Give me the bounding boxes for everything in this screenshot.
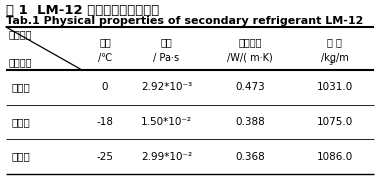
Text: 0: 0 [102,82,108,92]
Text: 表 1  LM-12 型载冷剂物性参数表: 表 1 LM-12 型载冷剂物性参数表 [6,4,159,17]
Text: 0.473: 0.473 [235,82,265,92]
Text: -25: -25 [97,152,113,162]
Text: /W/( m·K): /W/( m·K) [227,53,273,63]
Text: 冷藏库: 冷藏库 [11,117,30,127]
Text: 物性参数: 物性参数 [9,29,33,39]
Text: 密 度: 密 度 [327,37,342,47]
Text: ³: ³ [329,61,332,71]
Text: 保鲜库: 保鲜库 [11,82,30,92]
Text: /kg/m: /kg/m [321,53,348,63]
Text: /℃: /℃ [98,53,112,63]
Text: 1031.0: 1031.0 [316,82,352,92]
Text: 冷库类型: 冷库类型 [9,57,33,67]
Text: / Pa·s: / Pa·s [153,53,180,63]
Text: 库温: 库温 [99,37,111,47]
Text: 1.50*10⁻²: 1.50*10⁻² [141,117,192,127]
Text: 粘度: 粘度 [161,37,172,47]
Text: Tab.1 Physical properties of secondary refrigerant LM-12: Tab.1 Physical properties of secondary r… [6,16,363,26]
Text: 导热系数: 导热系数 [238,37,262,47]
Text: 1075.0: 1075.0 [316,117,352,127]
Text: 0.388: 0.388 [235,117,265,127]
Text: 1086.0: 1086.0 [316,152,352,162]
Text: 2.99*10⁻²: 2.99*10⁻² [141,152,192,162]
Text: -18: -18 [97,117,113,127]
Text: 低温库: 低温库 [11,152,30,162]
Text: 0.368: 0.368 [235,152,265,162]
Text: 2.92*10⁻³: 2.92*10⁻³ [141,82,192,92]
